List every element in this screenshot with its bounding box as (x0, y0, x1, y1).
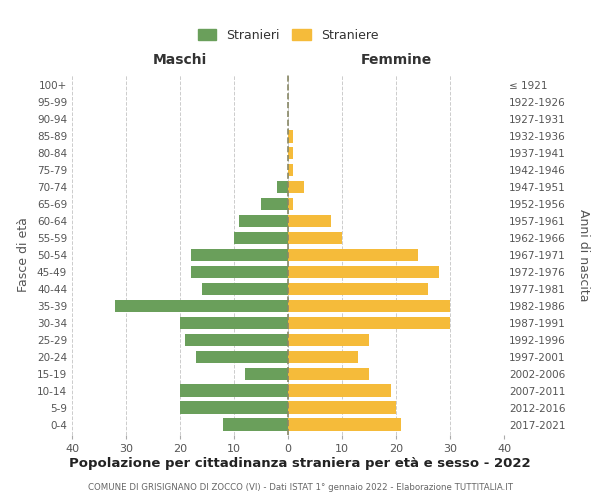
Bar (202, 282, 288, 296)
Bar (180, 402, 288, 414)
Bar (288, 130, 293, 142)
Text: COMUNE DI GRISIGNANO DI ZOCCO (VI) - Dati ISTAT 1° gennaio 2022 - Elaborazione T: COMUNE DI GRISIGNANO DI ZOCCO (VI) - Dat… (88, 483, 512, 492)
Bar (288, 316, 450, 330)
Bar (261, 198, 288, 210)
Bar (196, 350, 288, 364)
Bar (288, 368, 369, 380)
Text: Femmine: Femmine (361, 52, 431, 66)
Bar (288, 402, 396, 414)
Bar (288, 198, 293, 210)
Bar (288, 214, 331, 228)
Bar (223, 418, 288, 431)
Legend: Stranieri, Straniere: Stranieri, Straniere (193, 24, 383, 46)
Bar (191, 248, 288, 262)
Bar (288, 300, 450, 312)
Bar (288, 418, 401, 431)
Bar (191, 266, 288, 278)
Bar (277, 180, 288, 194)
Bar (288, 164, 293, 176)
Bar (288, 350, 358, 364)
Bar (115, 300, 288, 312)
Bar (288, 384, 391, 397)
Bar (288, 232, 342, 244)
Bar (288, 146, 293, 160)
Bar (180, 316, 288, 330)
Text: Popolazione per cittadinanza straniera per età e sesso - 2022: Popolazione per cittadinanza straniera p… (69, 458, 531, 470)
Y-axis label: Fasce di età: Fasce di età (17, 218, 30, 292)
Text: Maschi: Maschi (153, 52, 207, 66)
Bar (288, 334, 369, 346)
Bar (288, 180, 304, 194)
Bar (239, 214, 288, 228)
Bar (288, 248, 418, 262)
Bar (288, 282, 428, 296)
Bar (234, 232, 288, 244)
Bar (288, 266, 439, 278)
Bar (245, 368, 288, 380)
Y-axis label: Anni di nascita: Anni di nascita (577, 209, 590, 301)
Bar (185, 334, 288, 346)
Bar (180, 384, 288, 397)
